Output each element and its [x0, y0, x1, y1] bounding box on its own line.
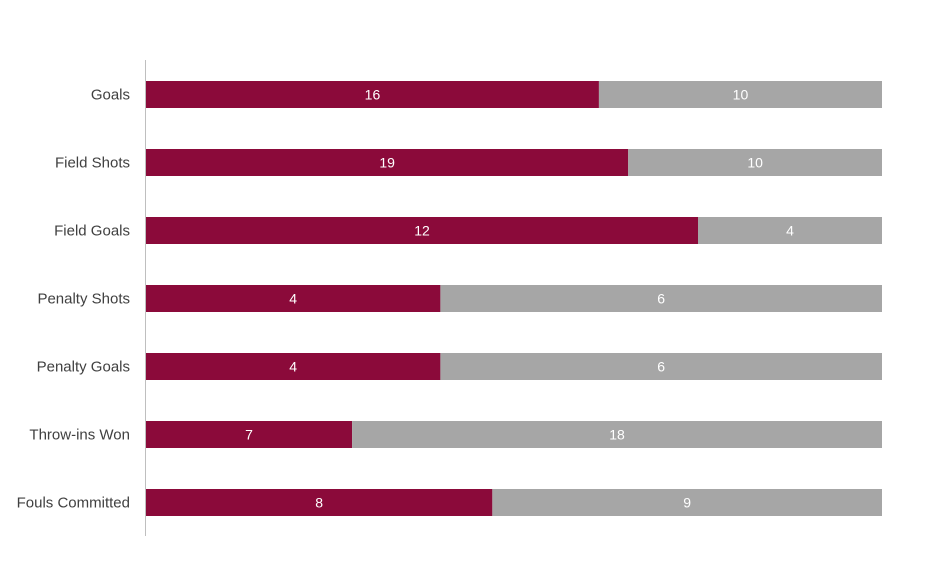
- bar-fouls-committed-series-2: [492, 489, 882, 516]
- data-label-goals-series-2: 10: [733, 87, 749, 103]
- data-label-throw-ins-won-series-1: 7: [245, 427, 253, 443]
- category-label-throw-ins-won: Throw-ins Won: [29, 427, 130, 444]
- data-label-field-goals-series-2: 4: [786, 223, 794, 239]
- bar-field-goals-series-1: [146, 217, 698, 244]
- category-label-field-goals: Field Goals: [54, 223, 130, 240]
- data-label-field-shots-series-1: 19: [379, 155, 395, 171]
- bar-penalty-goals-series-2: [440, 353, 882, 380]
- category-label-field-shots: Field Shots: [55, 155, 130, 172]
- bar-field-shots-series-1: [146, 149, 629, 176]
- data-label-penalty-goals-series-1: 4: [289, 359, 297, 375]
- bar-fouls-committed-series-1: [146, 489, 493, 516]
- data-label-fouls-committed-series-1: 8: [315, 495, 323, 511]
- data-label-penalty-goals-series-2: 6: [657, 359, 665, 375]
- data-label-field-shots-series-2: 10: [747, 155, 763, 171]
- bar-throw-ins-won-series-1: [146, 421, 353, 448]
- bar-throw-ins-won-series-2: [352, 421, 883, 448]
- bar-penalty-shots-series-2: [440, 285, 882, 312]
- bars-layer: [146, 81, 883, 516]
- data-label-field-goals-series-1: 12: [414, 223, 430, 239]
- bar-goals-series-1: [146, 81, 599, 108]
- data-label-goals-series-1: 16: [365, 87, 381, 103]
- bar-penalty-shots-series-1: [146, 285, 441, 312]
- data-label-penalty-shots-series-1: 4: [289, 291, 297, 307]
- bar-goals-series-2: [598, 81, 882, 108]
- category-label-fouls-committed: Fouls Committed: [17, 495, 130, 512]
- category-label-penalty-goals: Penalty Goals: [37, 359, 130, 376]
- category-label-penalty-shots: Penalty Shots: [37, 291, 130, 308]
- data-label-penalty-shots-series-2: 6: [657, 291, 665, 307]
- bar-penalty-goals-series-1: [146, 353, 441, 380]
- bar-field-shots-series-2: [628, 149, 882, 176]
- data-label-throw-ins-won-series-2: 18: [609, 427, 625, 443]
- bar-field-goals-series-2: [698, 217, 882, 244]
- labels-layer: 16 10 Goals 19 10 Field Shots 12 4 Field Goals 4 6…: [17, 87, 794, 512]
- category-label-goals: Goals: [91, 87, 130, 104]
- data-label-fouls-committed-series-2: 9: [683, 495, 691, 511]
